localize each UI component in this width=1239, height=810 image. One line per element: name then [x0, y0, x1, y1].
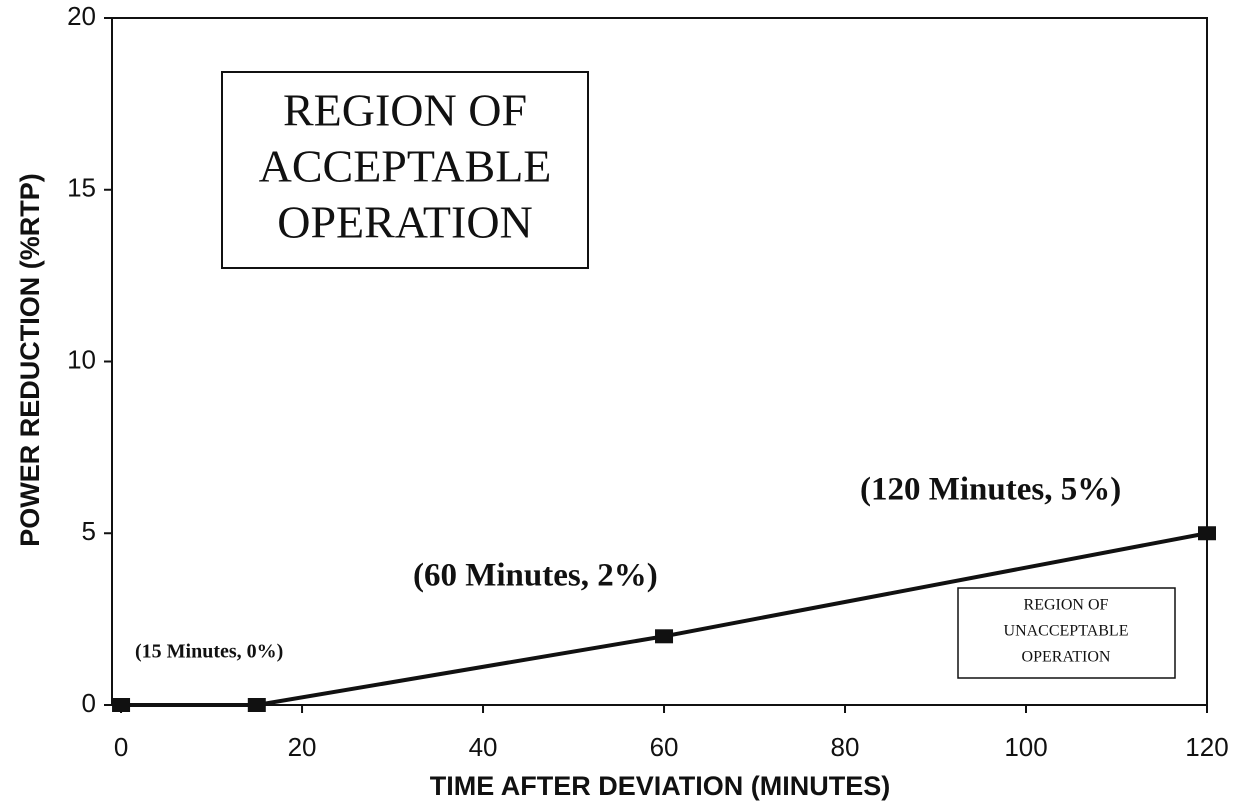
annotation: ACCEPTABLE [259, 141, 552, 192]
x-tick-label: 20 [288, 732, 317, 762]
marker [112, 698, 131, 712]
annotation-box [221, 71, 589, 269]
x-tick-label: 120 [1185, 732, 1228, 762]
y-tick-label: 0 [82, 688, 96, 718]
y-tick-label: 5 [82, 516, 96, 546]
line [121, 531, 1208, 707]
x-axis-label: TIME AFTER DEVIATION (MINUTES) [430, 771, 890, 801]
annotation: (15 Minutes, 0%) [135, 641, 283, 663]
x-tick-label: 80 [831, 732, 860, 762]
y-tick-label: 10 [67, 344, 96, 374]
y-tick-label: 15 [67, 173, 96, 203]
marker [655, 629, 674, 644]
marker [247, 698, 266, 712]
annotation-box [957, 587, 1176, 679]
marker [1198, 526, 1216, 541]
y-tick-label: 20 [67, 1, 96, 31]
annotation: OPERATION [1022, 649, 1111, 666]
y-axis-label: POWER REDUCTION (%RTP) [15, 173, 45, 547]
x-tick-label: 100 [1004, 732, 1047, 762]
x-tick-label: 60 [650, 732, 679, 762]
annotation: REGION OF [1024, 597, 1109, 614]
annotation: (60 Minutes, 2%) [413, 558, 658, 594]
annotation: REGION OF [283, 85, 527, 136]
x-tick-label: 0 [114, 732, 128, 762]
annotation: UNACCEPTABLE [1004, 623, 1129, 640]
annotation: (120 Minutes, 5%) [860, 472, 1121, 508]
x-tick-label: 40 [469, 732, 498, 762]
annotation: OPERATION [277, 197, 533, 248]
